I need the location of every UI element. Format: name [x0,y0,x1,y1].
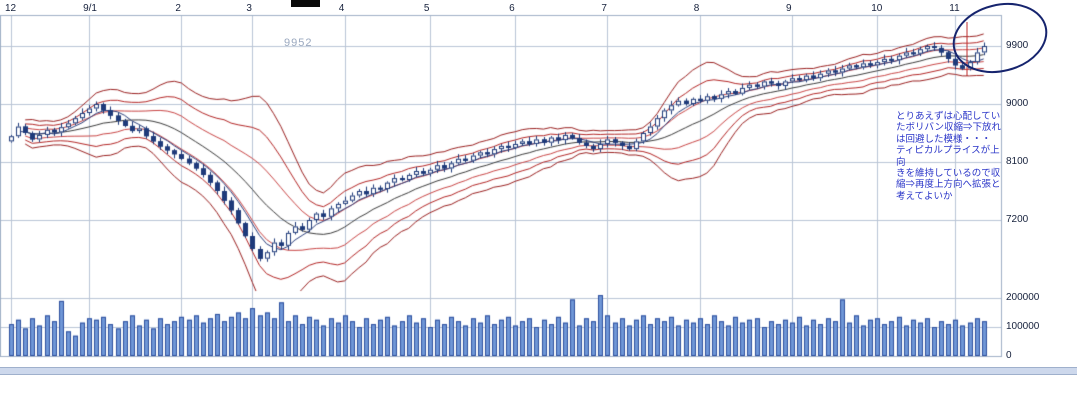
horizontal-scrollbar[interactable] [0,367,1077,375]
analysis-annotation: とりあえずは心配してい たボリバン収縮⇒下放れ は回避した模様・・・ ティピカル… [896,111,1001,202]
last-price-label: 9952 [284,37,313,49]
toolbar-fragment [291,0,320,7]
